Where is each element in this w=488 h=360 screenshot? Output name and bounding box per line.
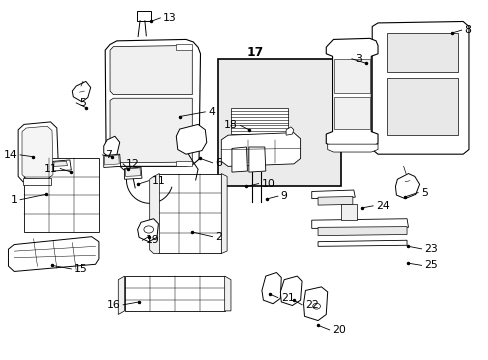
Polygon shape (54, 161, 67, 166)
Polygon shape (53, 160, 71, 171)
Polygon shape (221, 133, 300, 166)
Polygon shape (124, 276, 224, 311)
Polygon shape (386, 78, 457, 135)
Polygon shape (176, 44, 192, 50)
Text: 7: 7 (105, 150, 112, 160)
Polygon shape (386, 33, 457, 72)
Text: 15: 15 (74, 264, 88, 274)
Text: 5: 5 (420, 188, 427, 198)
Circle shape (143, 226, 153, 233)
Text: 6: 6 (215, 158, 222, 168)
Text: 11: 11 (151, 176, 165, 186)
Circle shape (312, 303, 320, 309)
Polygon shape (104, 155, 119, 165)
Polygon shape (248, 147, 265, 172)
Polygon shape (23, 178, 50, 185)
Text: 11: 11 (43, 163, 57, 174)
Text: 16: 16 (106, 300, 120, 310)
Text: 24: 24 (375, 201, 389, 211)
Polygon shape (103, 136, 120, 158)
Text: 3: 3 (354, 54, 361, 64)
Polygon shape (285, 127, 293, 135)
Polygon shape (340, 204, 356, 220)
Polygon shape (22, 126, 53, 179)
Polygon shape (325, 39, 377, 147)
Text: 10: 10 (261, 179, 275, 189)
Text: 14: 14 (3, 150, 17, 160)
Text: 5: 5 (79, 98, 86, 108)
Polygon shape (136, 11, 151, 21)
Text: 17: 17 (246, 46, 263, 59)
Text: 13: 13 (163, 13, 177, 23)
Polygon shape (72, 81, 90, 102)
Polygon shape (24, 158, 99, 232)
Text: 4: 4 (208, 107, 215, 117)
Text: 22: 22 (305, 300, 318, 310)
Polygon shape (280, 276, 302, 306)
Polygon shape (317, 226, 406, 235)
Polygon shape (8, 237, 99, 271)
Text: 12: 12 (126, 159, 140, 169)
Text: 25: 25 (424, 260, 437, 270)
Polygon shape (303, 287, 327, 320)
Polygon shape (176, 161, 192, 166)
Polygon shape (231, 147, 247, 172)
Text: 20: 20 (332, 325, 346, 335)
Polygon shape (317, 240, 406, 246)
Text: 8: 8 (464, 25, 470, 35)
Polygon shape (125, 168, 140, 176)
Polygon shape (137, 219, 158, 242)
Polygon shape (224, 276, 230, 311)
Bar (218, 59, 340, 186)
Text: 18: 18 (224, 121, 237, 130)
Polygon shape (230, 108, 287, 134)
Polygon shape (371, 22, 468, 154)
Text: 23: 23 (424, 244, 437, 254)
Polygon shape (334, 59, 369, 93)
Polygon shape (327, 144, 377, 152)
Polygon shape (158, 174, 221, 253)
Polygon shape (221, 174, 226, 253)
Polygon shape (395, 174, 419, 199)
Polygon shape (103, 154, 121, 167)
Polygon shape (311, 190, 355, 199)
Polygon shape (118, 276, 124, 315)
Polygon shape (311, 219, 407, 228)
Polygon shape (149, 174, 159, 253)
Text: 19: 19 (145, 235, 159, 245)
Text: 9: 9 (280, 191, 287, 201)
Polygon shape (105, 40, 200, 166)
Polygon shape (176, 125, 206, 154)
Polygon shape (18, 122, 59, 183)
Polygon shape (110, 45, 192, 95)
Polygon shape (334, 97, 369, 129)
Text: 2: 2 (215, 232, 222, 242)
Polygon shape (124, 167, 142, 179)
Polygon shape (110, 98, 192, 163)
Text: 21: 21 (280, 293, 294, 303)
Text: 1: 1 (10, 195, 17, 205)
Polygon shape (317, 197, 352, 205)
Polygon shape (262, 273, 281, 304)
